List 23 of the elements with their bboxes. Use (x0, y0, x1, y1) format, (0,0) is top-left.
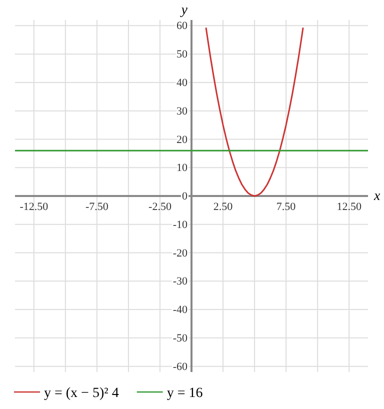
line-series (205, 26, 304, 197)
y-tick-label: 30 (176, 105, 188, 118)
y-tick-label: 40 (176, 76, 188, 89)
x-tick-label: 12.50 (336, 200, 362, 213)
x-tick-label: -12.50 (20, 200, 49, 213)
legend-label: y = 16 (166, 386, 203, 401)
legend-label: y = (x − 5)² 4 (44, 386, 119, 401)
y-tick-label: -10 (172, 218, 188, 231)
x-tick-label: 7.50 (276, 200, 296, 213)
y-tick-label: 20 (176, 134, 188, 146)
y-tick-label: -50 (172, 332, 188, 344)
y-tick-label: -60 (172, 360, 188, 373)
x-axis-title: x (373, 189, 381, 204)
x-tick-label: 2.50 (213, 200, 234, 213)
y-tick-label: 50 (176, 48, 188, 61)
y-tick-label: 10 (176, 162, 188, 174)
y-tick-label: 60 (176, 20, 188, 32)
y-tick-label: -40 (172, 304, 188, 316)
x-tick-label: -7.50 (85, 200, 109, 213)
y-tick-label: -20 (172, 247, 188, 260)
y-axis-title: y (179, 3, 188, 18)
x-tick-label: -2.50 (148, 200, 172, 213)
y-tick-label: -30 (172, 276, 188, 288)
